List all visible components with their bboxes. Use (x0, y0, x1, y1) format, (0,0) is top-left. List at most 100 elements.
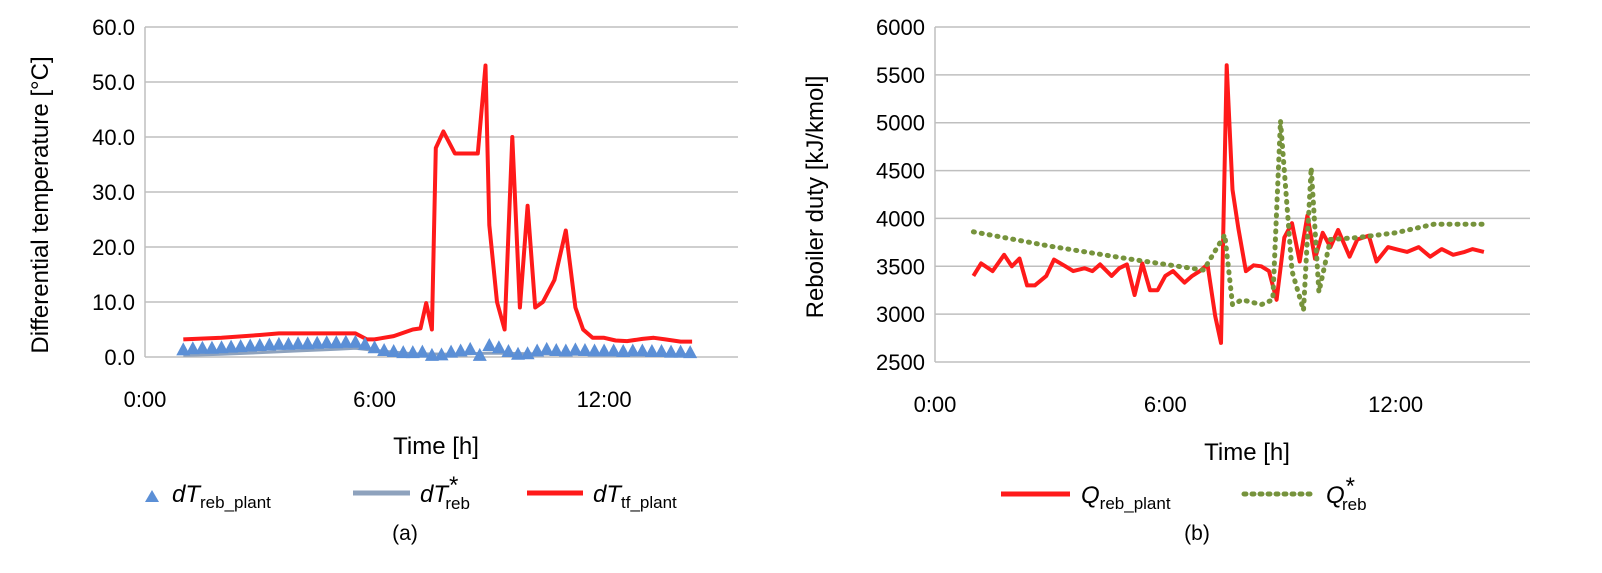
a-series-dt-reb-plant-marker (185, 341, 200, 355)
b-y-tick-label: 6000 (876, 15, 925, 40)
a-y-axis-title: Differential temperature [°C] (27, 56, 54, 353)
a-series-dt-reb-plant-marker (415, 344, 430, 358)
a-gridlines (144, 26, 738, 358)
a-series-dt-reb-plant-marker (539, 341, 554, 355)
a-series-dt-reb-plant-marker (616, 344, 631, 358)
a-series-dt-reb-plant-marker (291, 336, 306, 350)
a-series-dt-reb-plant-marker (635, 343, 650, 357)
a-series-dt-reb-plant-marker (319, 335, 334, 349)
b-x-axis-title: Time [h] (1204, 439, 1290, 466)
a-series-dt-reb-plant-marker (300, 336, 315, 350)
a-series-dt-reb-plant-marker (281, 336, 296, 350)
a-series-dt-reb-plant-marker (683, 345, 698, 359)
b-series-q-reb-plant (971, 63, 1485, 345)
a-series-dt-reb-plant-marker (511, 346, 526, 360)
a-legend-label-dt-reb-plant: dTreb_plant (172, 481, 271, 512)
a-y-tick-label: 60.0 (92, 15, 135, 40)
a-y-tick-label: 20.0 (92, 235, 135, 260)
a-series-dt-reb-plant-marker (463, 341, 478, 355)
a-y-tick-label: 10.0 (92, 290, 135, 315)
b-legend-label-q-reb-plant: Qreb_plant (1081, 482, 1171, 513)
a-series-layer (176, 63, 698, 361)
a-series-dt-reb-plant-marker (252, 338, 267, 351)
a-series-dt-reb-plant-marker (233, 339, 248, 353)
a-series-dt-reb-plant-marker (558, 343, 573, 357)
panel-b: 2500 3000 3500 4000 4500 5000 5500 6000 0:00 6:0… (802, 15, 1530, 545)
a-legend-label-dt-tf-plant: dTtf_plant (593, 481, 677, 512)
a-series-dt-reb-plant-marker (195, 340, 210, 354)
a-y-tick-label: 30.0 (92, 180, 135, 205)
a-series-dt-reb-plant-marker (271, 336, 286, 350)
b-y-tick-label: 5500 (876, 63, 925, 88)
a-legend-label-dt-reb: dT* reb (420, 472, 470, 513)
a-series-dt-reb-plant-marker (501, 344, 516, 358)
a-series-dt-reb-plant-marker (472, 347, 487, 361)
a-series-dt-reb-plant-marker (587, 343, 602, 357)
a-series-dt-reb-plant-marker (644, 344, 659, 358)
a-series-dt-reb-plant-marker (224, 339, 239, 353)
a-series-dt-reb-plant-marker (405, 345, 420, 359)
b-y-tick-labels: 2500 3000 3500 4000 4500 5000 5500 6000 (876, 15, 925, 375)
a-legend: dTreb_plant dT* reb dTtf_plant (145, 472, 677, 513)
a-y-tick-label: 40.0 (92, 125, 135, 150)
a-series-dt-reb-plant-marker (176, 342, 191, 356)
a-legend-marker-dt-reb-plant (145, 490, 159, 502)
a-series-dt-reb-plant-marker (491, 340, 506, 354)
b-legend-label-q-reb: Q* reb (1326, 473, 1367, 514)
a-series-dt-reb-plant-marker (310, 335, 325, 349)
a-series-dt-reb-plant-marker (214, 340, 229, 354)
a-series-dt-reb-plant-marker (377, 342, 392, 356)
b-series-q-reb (970, 118, 1487, 313)
b-x-tick-label: 0:00 (914, 392, 957, 417)
a-series-dt-reb-plant-marker (262, 337, 277, 351)
a-series-dt-reb-plant-marker (204, 340, 219, 354)
a-x-tick-label: 12:00 (577, 387, 632, 412)
b-y-tick-label: 4500 (876, 159, 925, 184)
a-panel-label: (a) (392, 522, 418, 545)
a-series-dt-reb-plant-marker (396, 345, 411, 359)
a-x-tick-label: 6:00 (353, 387, 396, 412)
a-series-dt-reb-plant (176, 334, 698, 361)
b-panel-label: (b) (1184, 522, 1210, 545)
a-x-tick-labels: 0:00 6:00 12:00 (124, 387, 632, 412)
b-x-tick-label: 12:00 (1368, 392, 1423, 417)
a-series-dt-tf-plant (183, 63, 693, 344)
a-series-dt-reb-plant-marker (348, 334, 363, 348)
a-series-dt-reb-plant-marker (338, 334, 353, 348)
a-series-dt-reb-plant-marker (664, 344, 679, 358)
a-series-dt-reb-plant-marker (482, 338, 497, 351)
b-y-tick-label: 3500 (876, 254, 925, 279)
b-y-tick-label: 5000 (876, 111, 925, 136)
b-y-tick-label: 3000 (876, 302, 925, 327)
a-series-dt-reb-plant-marker (424, 347, 439, 361)
a-y-tick-label: 0.0 (104, 345, 135, 370)
a-series-dt-reb-plant-marker (673, 344, 688, 358)
b-y-tick-label: 4000 (876, 206, 925, 231)
a-series-dt-reb-plant-marker (329, 335, 344, 349)
b-y-axis-title: Reboiler duty [kJ/kmol] (802, 76, 829, 319)
a-series-dt-reb-plant-marker (549, 342, 564, 356)
a-y-tick-labels: 0.0 10.0 20.0 30.0 40.0 50.0 60.0 (92, 15, 135, 370)
a-series-dt-reb-plant-marker (625, 343, 640, 357)
a-x-axis-title: Time [h] (393, 433, 479, 460)
a-series-dt-reb-plant-marker (367, 340, 382, 354)
a-series-dt-reb-plant-marker (597, 343, 612, 357)
b-series-layer (970, 63, 1487, 345)
b-x-tick-label: 6:00 (1144, 392, 1187, 417)
a-y-tick-label: 50.0 (92, 70, 135, 95)
panel-a: 0.0 10.0 20.0 30.0 40.0 50.0 60.0 0:00 6:00 12:0… (27, 15, 738, 545)
a-series-dt-reb-plant-marker (444, 344, 459, 358)
a-series-dt-reb-plant-marker (568, 342, 583, 356)
a-series-dt-reb-plant-marker (386, 344, 401, 358)
a-series-dt-reb-plant-marker (606, 343, 621, 357)
b-legend: Qreb_plant Q* reb (1001, 473, 1367, 514)
a-series-dt-reb-plant-marker (357, 336, 372, 350)
a-series-dt-reb-plant-marker (654, 344, 669, 358)
b-gridlines (934, 26, 1530, 363)
a-series-dt-reb-plant-marker (577, 342, 592, 356)
b-y-tick-label: 2500 (876, 350, 925, 375)
a-x-tick-label: 0:00 (124, 387, 167, 412)
b-x-tick-labels: 0:00 6:00 12:00 (914, 392, 1424, 417)
